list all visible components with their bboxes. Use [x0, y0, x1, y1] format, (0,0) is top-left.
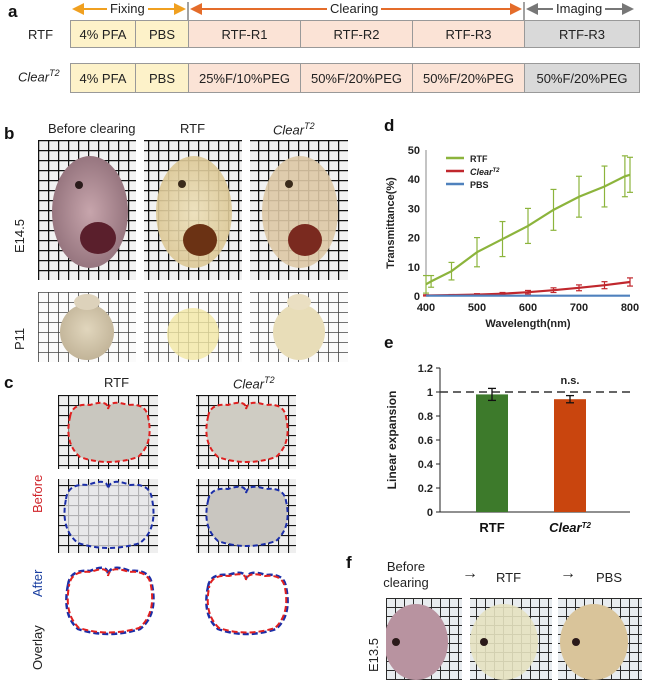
x-tick-label: 700 — [570, 302, 588, 314]
y-axis-title: Transmittance(%) — [385, 177, 397, 269]
panel-c-photos — [58, 395, 296, 636]
protocol-cell: RTF-R2 — [300, 20, 413, 48]
legend-label: PBS — [470, 180, 489, 190]
row-label-before: Before — [30, 474, 45, 513]
column-header: Before clearing — [48, 121, 136, 136]
y-tick-label: 30 — [408, 203, 420, 215]
column-header: ClearT2 — [233, 375, 275, 392]
overlay-outline-rtf — [65, 566, 155, 636]
bar — [476, 394, 508, 512]
column-header: RTF — [180, 121, 206, 136]
row-label-e13-5: E13.5 — [366, 638, 381, 672]
protocol-cell: 50%F/20%PEG — [524, 63, 640, 93]
protocol-cell: RTF-R1 — [188, 20, 301, 48]
linear-expansion-chart: 0 0.2 0.4 0.6 0.8 1 1.2 Linear expansion RTF Clea… — [385, 363, 630, 535]
y-tick-label: 1 — [427, 387, 433, 399]
column-header: ClearT2 — [273, 121, 315, 138]
y-tick-label: 0.6 — [418, 435, 433, 447]
row-label-clear-t2: ClearT2 — [18, 68, 60, 85]
protocol-cell: 25%F/10%PEG — [188, 63, 301, 93]
row-label-after: After — [30, 569, 45, 597]
arrow-icon: → — [560, 565, 576, 582]
bar — [554, 399, 586, 512]
panel-a-label: a — [8, 2, 18, 21]
y-tick-label: 0 — [414, 291, 420, 303]
x-tick-label: 800 — [621, 302, 639, 314]
clearing-phase-label: Clearing — [327, 1, 382, 16]
panel-f-photos — [386, 598, 642, 680]
y-tick-label: 0 — [427, 507, 433, 519]
y-tick-label: 40 — [408, 174, 420, 186]
row-label-rtf: RTF — [28, 27, 54, 42]
protocol-cell: RTF-R3 — [524, 20, 640, 48]
panel-c-label: c — [4, 373, 14, 392]
legend-label: RTF — [470, 154, 488, 164]
x-tick-label: 500 — [468, 302, 486, 314]
column-header: RTF — [104, 375, 130, 390]
protocol-cell: 4% PFA — [70, 63, 136, 93]
y-tick-label: 50 — [408, 145, 420, 157]
y-tick-label: 20 — [408, 233, 420, 245]
overlay-outline-clear-t2 — [205, 571, 289, 636]
panel-b-label: b — [4, 124, 15, 143]
transmittance-chart: 0 10 20 30 40 50 400 500 600 700 800 Wavelength(nm)… — [385, 145, 639, 330]
y-tick-label: 1.2 — [418, 363, 433, 375]
x-axis-title: Wavelength(nm) — [485, 318, 570, 330]
y-tick-label: 0.2 — [418, 483, 433, 495]
phase-arrows — [72, 2, 634, 22]
y-axis-title: Linear expansion — [385, 391, 399, 490]
significance-annotation: n.s. — [561, 375, 580, 387]
protocol-cell: 50%F/20%PEG — [412, 63, 525, 93]
panel-f-label: f — [346, 553, 352, 572]
protocol-cell: PBS — [135, 20, 189, 48]
category-label: RTF — [479, 520, 504, 535]
protocol-cell: PBS — [135, 63, 189, 93]
column-header: PBS — [596, 570, 623, 585]
protocol-cell: 4% PFA — [70, 20, 136, 48]
panel-b-p11-photos — [38, 292, 348, 362]
panel-e-label: e — [384, 333, 394, 352]
x-tick-label: 600 — [519, 302, 537, 314]
row-label-p11: P11 — [12, 327, 27, 350]
row-label-overlay: Overlay — [30, 625, 45, 670]
arrow-icon: → — [462, 565, 478, 582]
x-tick-label: 400 — [417, 302, 435, 314]
y-tick-label: 0.8 — [418, 411, 433, 423]
y-tick-label: 0.4 — [418, 459, 434, 471]
column-header: Before clearing — [383, 559, 429, 590]
column-header: RTF — [496, 570, 522, 585]
panel-d-label: d — [384, 116, 395, 135]
protocol-cell: RTF-R3 — [412, 20, 525, 48]
fixing-phase-label: Fixing — [107, 1, 148, 16]
row-label-e14-5: E14.5 — [12, 219, 27, 253]
legend-label: ClearT2 — [470, 167, 500, 177]
protocol-cell: 50%F/20%PEG — [300, 63, 413, 93]
category-label: ClearT2 — [549, 520, 591, 535]
y-tick-label: 10 — [408, 262, 420, 274]
imaging-phase-label: Imaging — [553, 1, 606, 16]
